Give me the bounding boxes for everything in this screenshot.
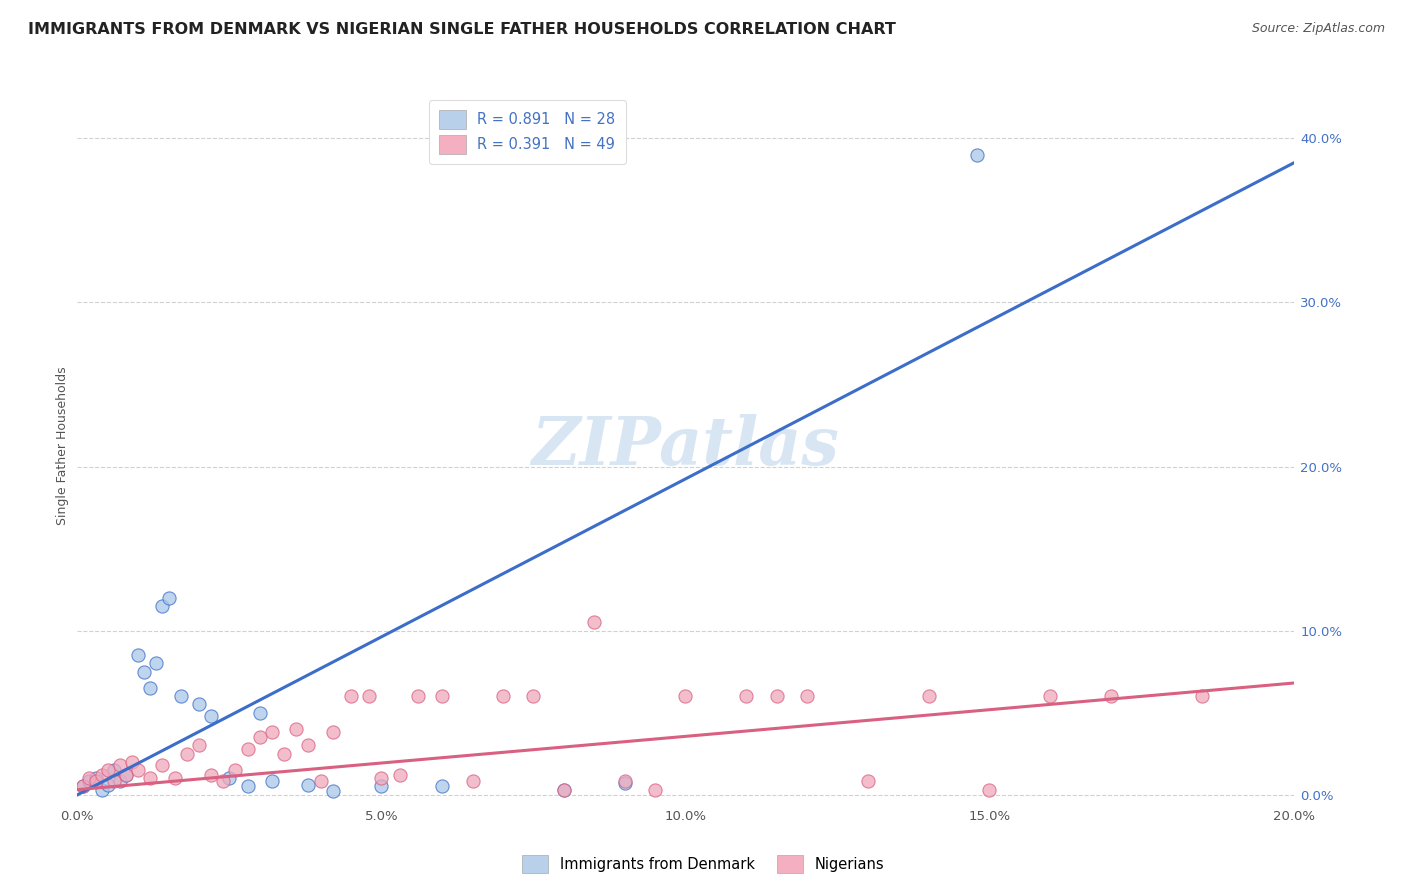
Point: [79, 771, 101, 785]
Point: [103, 774, 125, 789]
Point: [765, 689, 787, 703]
Point: [236, 741, 259, 756]
Point: [260, 725, 283, 739]
Point: [359, 689, 381, 703]
Point: [297, 739, 319, 753]
Point: [322, 725, 344, 739]
Point: [285, 722, 308, 736]
Point: [152, 758, 174, 772]
Point: [388, 768, 411, 782]
Text: IMMIGRANTS FROM DENMARK VS NIGERIAN SINGLE FATHER HOUSEHOLDS CORRELATION CHART: IMMIGRANTS FROM DENMARK VS NIGERIAN SING…: [28, 22, 896, 37]
Point: [90, 782, 112, 797]
Text: ZIPatlas: ZIPatlas: [531, 414, 839, 478]
Point: [163, 771, 186, 785]
Point: [145, 657, 167, 671]
Point: [212, 774, 235, 789]
Text: Source: ZipAtlas.com: Source: ZipAtlas.com: [1251, 22, 1385, 36]
Point: [966, 148, 988, 162]
Point: [72, 780, 94, 794]
Point: [127, 648, 149, 662]
Point: [188, 739, 211, 753]
Point: [218, 771, 240, 785]
Point: [492, 689, 515, 703]
Point: [200, 768, 222, 782]
Point: [121, 755, 143, 769]
Point: [134, 665, 156, 679]
Y-axis label: Single Father Households: Single Father Households: [56, 367, 69, 525]
Point: [249, 706, 271, 720]
Point: [103, 763, 125, 777]
Point: [1039, 689, 1062, 703]
Point: [108, 758, 131, 772]
Point: [115, 768, 138, 782]
Point: [139, 681, 162, 695]
Point: [553, 782, 575, 797]
Point: [613, 774, 636, 789]
Point: [97, 763, 120, 777]
Point: [297, 778, 319, 792]
Point: [613, 776, 636, 790]
Point: [72, 780, 94, 794]
Point: [108, 774, 131, 789]
Point: [90, 768, 112, 782]
Point: [236, 780, 259, 794]
Point: [370, 780, 392, 794]
Point: [224, 763, 246, 777]
Legend: R = 0.891   N = 28, R = 0.391   N = 49: R = 0.891 N = 28, R = 0.391 N = 49: [429, 100, 626, 164]
Point: [115, 768, 138, 782]
Point: [200, 709, 222, 723]
Point: [796, 689, 818, 703]
Point: [322, 784, 344, 798]
Point: [157, 591, 180, 605]
Point: [273, 747, 295, 761]
Legend: Immigrants from Denmark, Nigerians: Immigrants from Denmark, Nigerians: [515, 848, 891, 880]
Point: [432, 780, 454, 794]
Point: [1191, 689, 1213, 703]
Point: [152, 599, 174, 613]
Point: [127, 763, 149, 777]
Point: [170, 689, 193, 703]
Point: [370, 771, 392, 785]
Point: [1099, 689, 1122, 703]
Point: [553, 782, 575, 797]
Point: [583, 615, 606, 630]
Point: [176, 747, 198, 761]
Point: [461, 774, 484, 789]
Point: [675, 689, 697, 703]
Point: [856, 774, 879, 789]
Point: [260, 774, 283, 789]
Point: [139, 771, 162, 785]
Point: [84, 774, 107, 789]
Point: [309, 774, 332, 789]
Point: [249, 730, 271, 744]
Point: [432, 689, 454, 703]
Point: [918, 689, 941, 703]
Point: [644, 782, 666, 797]
Point: [340, 689, 363, 703]
Point: [97, 778, 120, 792]
Point: [79, 774, 101, 789]
Point: [979, 782, 1001, 797]
Point: [735, 689, 758, 703]
Point: [84, 771, 107, 785]
Point: [406, 689, 429, 703]
Point: [188, 698, 211, 712]
Point: [522, 689, 544, 703]
